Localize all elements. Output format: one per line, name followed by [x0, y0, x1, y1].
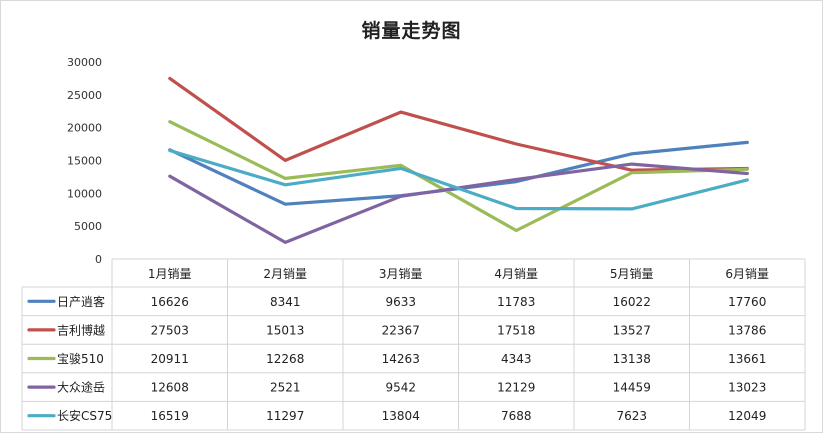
data-value: 9542	[385, 381, 416, 395]
series-name: 大众途岳	[57, 380, 105, 395]
series-name: 日产逍客	[57, 294, 105, 309]
data-value: 7688	[501, 409, 532, 423]
y-tick-label: 15000	[67, 155, 102, 168]
data-value: 14459	[613, 381, 651, 395]
chart-title: 销量走势图	[361, 20, 462, 42]
y-tick-label: 5000	[74, 220, 102, 233]
series-name: 吉利博越	[57, 322, 105, 337]
data-value: 16519	[151, 409, 189, 423]
y-tick-label: 0	[95, 253, 102, 266]
data-value: 2521	[270, 381, 301, 395]
y-tick-label: 25000	[67, 89, 102, 102]
data-value: 11783	[497, 295, 535, 309]
series-name: 宝骏510	[57, 352, 104, 366]
y-tick-label: 10000	[67, 187, 102, 200]
data-value: 12049	[728, 409, 766, 423]
data-value: 17760	[728, 295, 766, 309]
data-value: 9633	[385, 295, 416, 309]
series-lines	[168, 76, 749, 244]
data-value: 7623	[616, 409, 647, 423]
x-category-label: 5月销量	[610, 267, 654, 281]
x-category-label: 6月销量	[725, 267, 769, 281]
data-value: 20911	[151, 352, 189, 366]
series-name: 长安CS75	[57, 408, 112, 423]
y-axis: 0 5000 10000 15000 20000 25000 30000	[67, 56, 102, 266]
series-line-3	[168, 120, 749, 233]
data-value: 12268	[266, 352, 304, 366]
data-value: 13023	[728, 381, 766, 395]
data-value: 14263	[382, 352, 420, 366]
data-value: 16626	[151, 295, 189, 309]
data-value: 13138	[613, 352, 651, 366]
data-value: 13804	[382, 409, 420, 423]
data-value: 13786	[728, 323, 766, 337]
data-value: 13527	[613, 323, 651, 337]
y-tick-label: 20000	[67, 122, 102, 135]
x-category-label: 3月销量	[379, 267, 423, 281]
data-value: 27503	[151, 323, 189, 337]
y-tick-label: 30000	[67, 56, 102, 69]
data-value: 12608	[151, 381, 189, 395]
data-value: 13661	[728, 352, 766, 366]
series-line-2	[168, 76, 749, 172]
data-value: 22367	[382, 323, 420, 337]
x-category-label: 2月销量	[263, 267, 307, 281]
data-value: 12129	[497, 381, 535, 395]
data-value: 11297	[266, 409, 304, 423]
data-value: 17518	[497, 323, 535, 337]
data-value: 16022	[613, 295, 651, 309]
x-category-label: 4月销量	[494, 267, 538, 281]
data-value: 15013	[266, 323, 304, 337]
data-value: 8341	[270, 295, 301, 309]
x-category-label: 1月销量	[148, 267, 192, 281]
data-value: 4343	[501, 352, 532, 366]
series-line-5	[168, 148, 749, 211]
